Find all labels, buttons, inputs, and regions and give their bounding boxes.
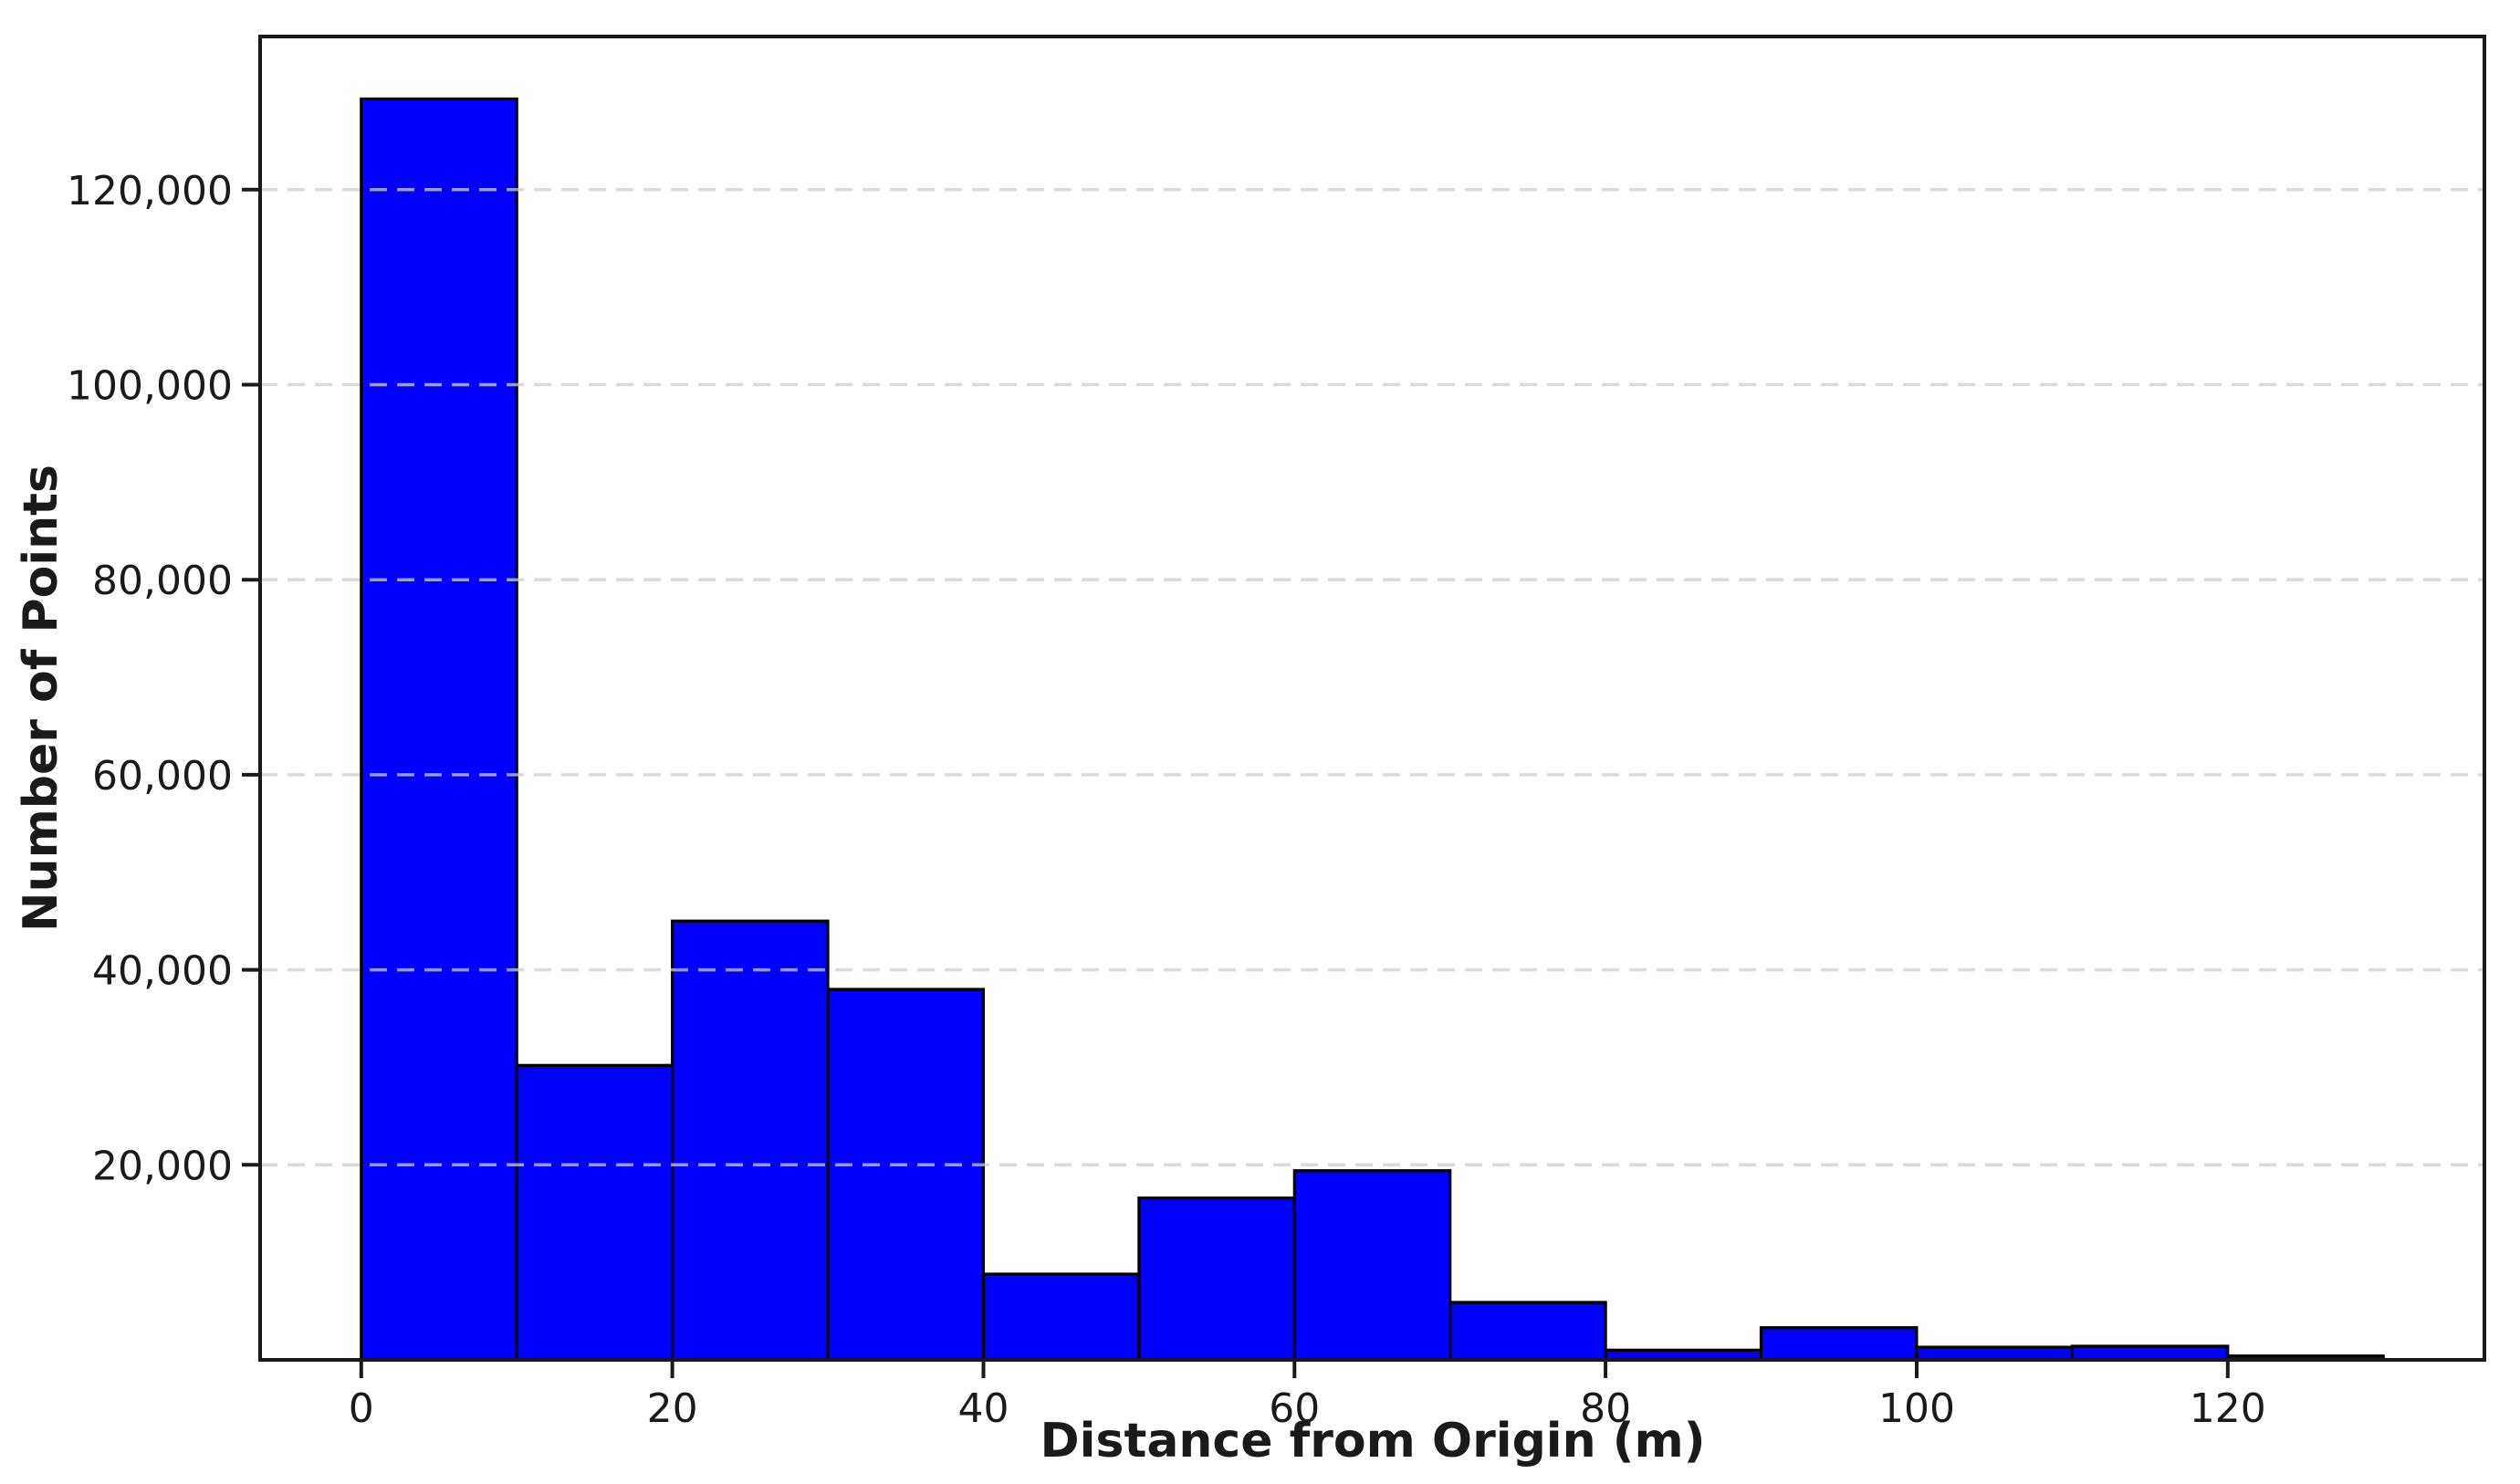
- y-tick-label: 120,000: [67, 168, 233, 214]
- y-tick-label: 40,000: [92, 948, 233, 995]
- x-tick-label: 40: [958, 1385, 1009, 1432]
- histogram-bar: [1292, 1169, 1452, 1362]
- x-tick-label: 120: [2190, 1385, 2266, 1432]
- x-tick-label: 100: [1878, 1385, 1955, 1432]
- histogram-bar: [1137, 1196, 1296, 1362]
- histogram-bar: [1448, 1301, 1607, 1362]
- y-tick-label: 20,000: [92, 1143, 233, 1189]
- histogram-bar: [515, 1063, 674, 1362]
- bars-layer: [360, 97, 2385, 1362]
- x-tick-label: 60: [1269, 1385, 1320, 1432]
- y-tick-label: 100,000: [67, 363, 233, 410]
- x-tick-label: 0: [349, 1385, 374, 1432]
- x-tick-label: 80: [1580, 1385, 1631, 1432]
- histogram-bar: [826, 988, 985, 1362]
- histogram-bar: [1915, 1345, 2074, 1362]
- histogram-bar: [981, 1272, 1141, 1362]
- plot-spines: [258, 35, 2486, 1362]
- y-axis-title: Number of Points: [14, 465, 68, 932]
- histogram-bar: [670, 919, 830, 1362]
- histogram-bar: [1759, 1326, 1919, 1362]
- axis-ticks-layer: [242, 187, 2230, 1378]
- plot-border: [258, 35, 2486, 1362]
- histogram-bar: [360, 97, 518, 1362]
- tick-labels-layer: 0 20 40 60 80 100 120 20,000 40,000 60,000 80,000 1…: [67, 168, 2266, 1432]
- x-axis-title: Distance from Origin (m): [1040, 1414, 1706, 1468]
- y-gridlines-layer: [260, 188, 2484, 1167]
- x-tick-label: 20: [647, 1385, 698, 1432]
- y-tick-label: 80,000: [92, 558, 233, 604]
- y-tick-label: 60,000: [92, 753, 233, 799]
- histogram-bar: [2070, 1344, 2230, 1362]
